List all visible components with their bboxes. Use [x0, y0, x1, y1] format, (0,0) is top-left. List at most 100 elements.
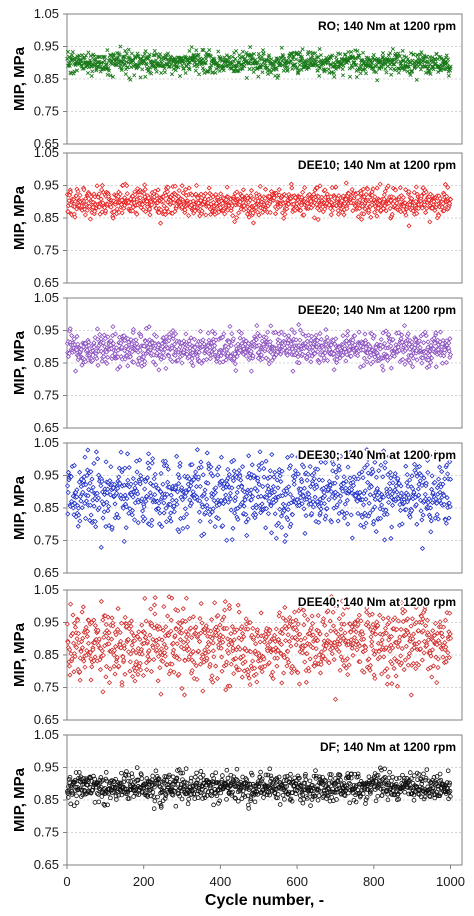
data-point — [332, 74, 337, 79]
data-point — [108, 204, 114, 210]
data-point — [414, 59, 419, 64]
data-point — [169, 62, 174, 67]
y-tick-label: 0.85 — [34, 71, 59, 86]
data-point — [67, 63, 72, 68]
data-point — [72, 198, 78, 204]
data-points — [65, 44, 453, 83]
data-point — [208, 65, 213, 70]
data-point — [75, 188, 81, 195]
y-tick-label: 0.75 — [34, 533, 59, 548]
data-point — [136, 64, 141, 69]
data-point — [205, 69, 210, 74]
data-point — [408, 72, 413, 77]
data-point — [163, 56, 168, 61]
y-axis-title: MIP, MPa — [11, 185, 28, 250]
data-point — [84, 198, 90, 204]
x-axis-title: Cycle number, - — [205, 892, 324, 909]
data-point — [86, 50, 91, 55]
data-point — [380, 62, 385, 67]
data-point — [85, 70, 91, 76]
data-point — [375, 78, 380, 83]
data-point — [133, 62, 139, 67]
data-point — [164, 189, 170, 195]
data-point — [323, 67, 328, 72]
data-point — [388, 51, 393, 56]
y-tick-label: 0.75 — [34, 388, 59, 403]
data-point — [267, 53, 272, 58]
data-point — [160, 55, 165, 60]
data-point — [407, 64, 412, 69]
data-point — [194, 48, 199, 53]
data-point — [186, 185, 192, 191]
data-point — [261, 51, 266, 56]
data-point — [433, 61, 439, 66]
data-point — [221, 68, 226, 73]
data-point — [88, 53, 93, 58]
data-point — [193, 182, 200, 189]
y-axis-title: MIP, MPa — [11, 46, 28, 111]
data-point — [199, 208, 205, 214]
data-point — [418, 52, 423, 57]
data-point — [149, 202, 155, 208]
y-tick-label: 1.05 — [34, 6, 59, 21]
data-point — [176, 194, 182, 200]
y-tick-label: 0.65 — [34, 565, 59, 580]
data-point — [379, 65, 384, 70]
data-point — [446, 73, 451, 78]
data-point — [162, 211, 169, 218]
data-point — [146, 195, 152, 201]
data-point — [180, 190, 186, 196]
data-point — [67, 54, 72, 59]
data-point — [189, 192, 195, 198]
data-point — [88, 194, 94, 200]
data-point — [183, 70, 188, 75]
data-point — [240, 49, 245, 54]
y-tick-label: 0.75 — [34, 243, 59, 258]
data-point — [165, 184, 171, 191]
data-point — [300, 47, 305, 52]
data-point — [160, 198, 166, 204]
data-point — [177, 74, 183, 79]
data-point — [201, 67, 206, 73]
data-point — [89, 73, 94, 79]
data-point — [441, 57, 446, 62]
data-point — [213, 70, 218, 75]
data-point — [259, 62, 264, 67]
data-point — [265, 71, 270, 77]
data-point — [274, 67, 279, 72]
data-point — [65, 49, 70, 54]
data-point — [343, 52, 348, 57]
data-point — [251, 70, 256, 75]
data-point — [202, 70, 207, 76]
data-point — [124, 51, 129, 56]
data-point — [81, 187, 87, 193]
data-point — [431, 67, 436, 72]
data-point — [240, 66, 245, 71]
y-tick-label: 1.05 — [34, 582, 59, 597]
data-point — [191, 52, 196, 57]
data-point — [275, 75, 280, 81]
data-point — [235, 68, 240, 73]
data-point — [438, 68, 443, 73]
data-point — [369, 58, 374, 63]
data-point — [147, 52, 152, 57]
data-point — [419, 50, 424, 55]
data-point — [130, 208, 136, 214]
data-point — [380, 51, 385, 56]
data-point — [108, 73, 113, 78]
data-point — [154, 69, 159, 74]
data-point — [448, 68, 453, 73]
data-point — [179, 183, 185, 189]
data-point — [72, 214, 78, 220]
data-point — [255, 66, 260, 71]
data-point — [341, 63, 346, 68]
data-point — [396, 70, 401, 75]
data-point — [446, 57, 451, 62]
data-point — [444, 53, 449, 58]
data-point — [276, 73, 281, 78]
y-tick-label: 0.85 — [34, 210, 59, 225]
data-point — [96, 191, 102, 197]
data-point — [107, 68, 112, 73]
data-point — [393, 68, 398, 73]
